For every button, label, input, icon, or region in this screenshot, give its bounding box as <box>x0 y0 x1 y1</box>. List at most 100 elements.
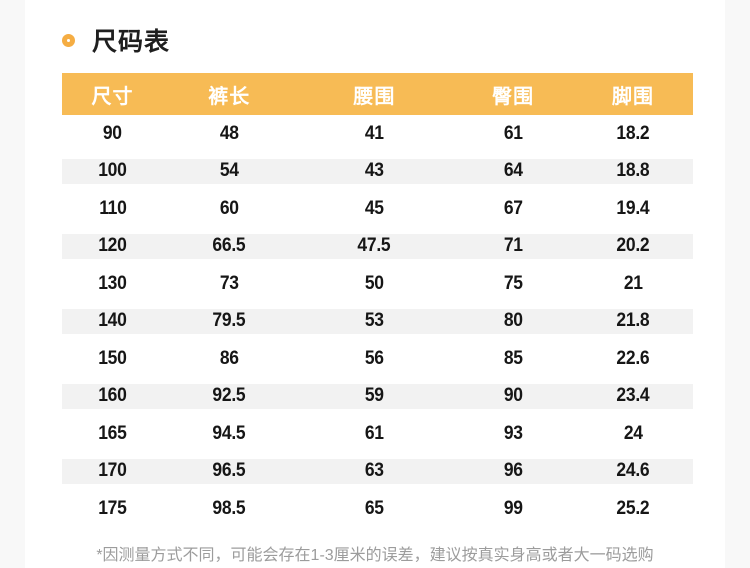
table-cell: 43 <box>295 160 453 182</box>
cell-value: 65 <box>364 497 384 519</box>
cell-value: 96.5 <box>212 460 246 482</box>
cell-value: 19.4 <box>616 197 650 219</box>
table-cell: 130 <box>62 273 163 295</box>
size-table-header-row: 尺寸 裤长 腰围 臀围 脚围 <box>62 73 693 115</box>
cell-value: 140 <box>98 310 127 332</box>
table-cell: 54 <box>163 160 296 182</box>
table-cell: 59 <box>295 385 453 407</box>
table-cell: 96 <box>453 460 573 482</box>
table-row: 160 92.5 59 90 23.4 <box>62 377 693 415</box>
cell-value: 94.5 <box>212 422 246 444</box>
table-cell: 25.2 <box>573 498 693 520</box>
table-cell: 67 <box>453 198 573 220</box>
table-cell: 21.8 <box>573 310 693 332</box>
cell-value: 18.8 <box>616 160 650 182</box>
table-cell: 47.5 <box>295 235 453 257</box>
cell-value: 160 <box>98 385 127 407</box>
cell-value: 23.4 <box>616 385 650 407</box>
table-cell: 24 <box>573 423 693 445</box>
page-gutter-left <box>0 0 25 568</box>
cell-value: 66.5 <box>212 235 246 257</box>
cell-value: 24 <box>623 422 643 444</box>
cell-value: 20.2 <box>616 235 650 257</box>
cell-value: 150 <box>98 347 127 369</box>
table-cell: 96.5 <box>163 460 296 482</box>
table-cell: 99 <box>453 498 573 520</box>
cell-value: 120 <box>98 235 127 257</box>
cell-value: 45 <box>364 197 384 219</box>
cell-value: 43 <box>364 160 384 182</box>
cell-value: 53 <box>364 310 384 332</box>
cell-value: 56 <box>364 347 384 369</box>
table-cell: 63 <box>295 460 453 482</box>
cell-value: 90 <box>503 385 523 407</box>
table-cell: 64 <box>453 160 573 182</box>
header-cell: 腰围 <box>353 85 396 108</box>
cell-value: 99 <box>503 497 523 519</box>
table-cell: 94.5 <box>163 423 296 445</box>
size-table-body: 90 48 41 61 18.2 100 54 43 64 18.8 110 60 45 67 19.4 12… <box>62 115 693 528</box>
table-cell: 98.5 <box>163 498 296 520</box>
cell-value: 24.6 <box>616 460 650 482</box>
header-cell: 尺寸 <box>91 85 134 108</box>
table-cell: 165 <box>62 423 163 445</box>
table-cell: 65 <box>295 498 453 520</box>
table-cell: 18.2 <box>573 123 693 145</box>
table-cell: 90 <box>453 385 573 407</box>
cell-value: 165 <box>98 422 127 444</box>
cell-value: 170 <box>98 460 127 482</box>
cell-value: 86 <box>219 347 239 369</box>
cell-value: 61 <box>503 122 523 144</box>
table-cell: 170 <box>62 460 163 482</box>
cell-value: 22.6 <box>616 347 650 369</box>
cell-value: 100 <box>98 160 127 182</box>
table-row: 150 86 56 85 22.6 <box>62 340 693 378</box>
table-cell: 71 <box>453 235 573 257</box>
table-cell: 66.5 <box>163 235 296 257</box>
table-cell: 60 <box>163 198 296 220</box>
measurement-disclaimer: *因测量方式不同，可能会存在1-3厘米的误差，建议按真实身高或者大一码选购 <box>96 547 654 564</box>
cell-value: 73 <box>219 272 239 294</box>
table-cell: 150 <box>62 348 163 370</box>
table-cell: 100 <box>62 160 163 182</box>
cell-value: 96 <box>503 460 523 482</box>
table-cell: 120 <box>62 235 163 257</box>
table-cell: 160 <box>62 385 163 407</box>
cell-value: 50 <box>364 272 384 294</box>
cell-value: 61 <box>364 422 384 444</box>
table-row: 110 60 45 67 19.4 <box>62 190 693 228</box>
cell-value: 110 <box>98 197 127 219</box>
table-cell: 53 <box>295 310 453 332</box>
cell-value: 75 <box>503 272 523 294</box>
table-cell: 20.2 <box>573 235 693 257</box>
table-cell: 73 <box>163 273 296 295</box>
table-cell: 90 <box>62 123 163 145</box>
table-cell: 45 <box>295 198 453 220</box>
cell-value: 48 <box>219 122 239 144</box>
cell-value: 21.8 <box>616 310 650 332</box>
header-cell: 臀围 <box>492 85 535 108</box>
cell-value: 54 <box>219 160 239 182</box>
table-row: 90 48 41 61 18.2 <box>62 115 693 153</box>
cell-value: 41 <box>364 122 384 144</box>
table-row: 120 66.5 47.5 71 20.2 <box>62 227 693 265</box>
table-row: 100 54 43 64 18.8 <box>62 152 693 190</box>
table-cell: 24.6 <box>573 460 693 482</box>
table-cell: 23.4 <box>573 385 693 407</box>
cell-value: 67 <box>503 197 523 219</box>
table-cell: 18.8 <box>573 160 693 182</box>
cell-value: 59 <box>364 385 384 407</box>
cell-value: 64 <box>503 160 523 182</box>
table-row: 130 73 50 75 21 <box>62 265 693 303</box>
table-cell: 175 <box>62 498 163 520</box>
table-cell: 110 <box>62 198 163 220</box>
cell-value: 25.2 <box>616 497 650 519</box>
table-cell: 79.5 <box>163 310 296 332</box>
cell-value: 18.2 <box>616 122 650 144</box>
table-cell: 75 <box>453 273 573 295</box>
header-cell: 裤长 <box>208 85 251 108</box>
table-cell: 41 <box>295 123 453 145</box>
cell-value: 175 <box>98 497 127 519</box>
cell-value: 130 <box>98 272 127 294</box>
cell-value: 90 <box>103 122 122 144</box>
